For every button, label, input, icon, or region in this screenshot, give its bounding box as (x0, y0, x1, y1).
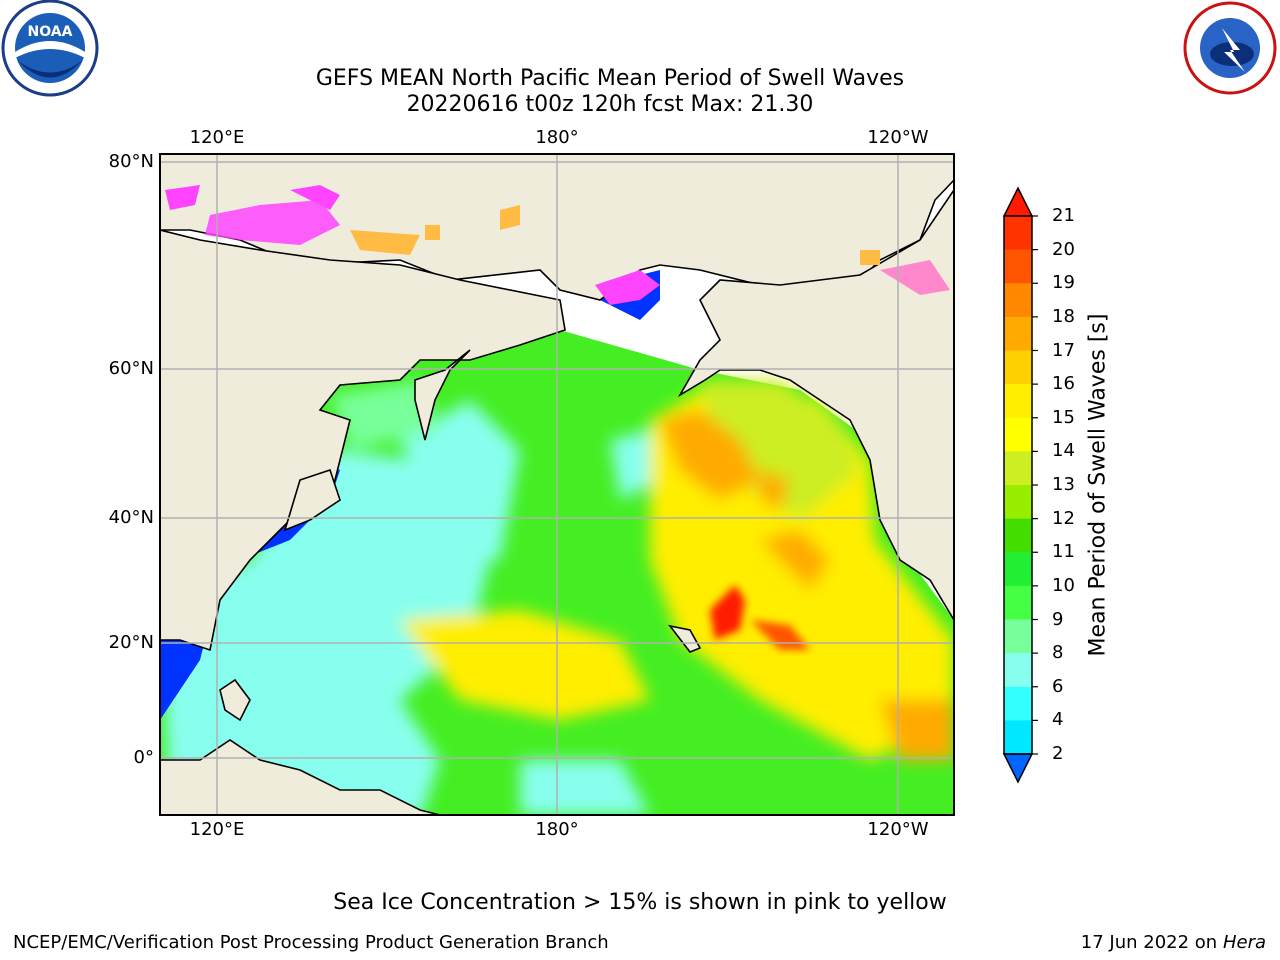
credit-text: NCEP/EMC/Verification Post Processing Pr… (13, 932, 609, 953)
lon-label-top-120e: 120°E (189, 127, 245, 148)
lat-label-80n: 80°N (108, 151, 154, 172)
philippines (219, 678, 251, 722)
noaa-logo: NOAA (1, 0, 99, 97)
colorbar-swatch (1004, 485, 1032, 520)
colorbar-tick-label: 6 (1052, 675, 1064, 697)
lat-label-60n: 60°N (108, 358, 154, 379)
lat-label-20n: 20°N (108, 632, 154, 653)
graticule (160, 154, 954, 815)
colorbar-tick-label: 12 (1052, 507, 1075, 529)
japan (283, 468, 341, 532)
map-area (160, 154, 954, 815)
nws-logo (1183, 1, 1277, 95)
colorbar-swatch (1004, 720, 1032, 755)
colorbar-tick-label: 16 (1052, 373, 1075, 395)
colorbar-swatch (1004, 686, 1032, 721)
colorbar-swatch (1004, 350, 1032, 385)
colorbar-swatch (1004, 619, 1032, 654)
colorbar-swatch (1004, 585, 1032, 620)
colorbar-label: Mean Period of Swell Waves [s] (1085, 313, 1111, 657)
colorbar-swatch (1004, 216, 1032, 251)
map-frame (159, 153, 955, 816)
lat-label-40n: 40°N (108, 507, 154, 528)
date-text: 17 Jun 2022 on (1080, 932, 1218, 953)
chart-title: GEFS MEAN North Pacific Mean Period of S… (315, 66, 905, 91)
colorbar-swatch (1004, 552, 1032, 587)
sea-ice (165, 185, 950, 305)
colorbar-swatch (1004, 316, 1032, 351)
date-stamp: 17 Jun 2022 on Hera (1081, 932, 1266, 953)
colorbar-tick-label: 14 (1052, 440, 1075, 462)
lat-label-0: 0° (133, 747, 154, 768)
colorbar-tick-label: 13 (1052, 474, 1075, 495)
colorbar-tick-label: 18 (1052, 305, 1075, 327)
colorbar-swatch (1004, 451, 1032, 486)
colorbar-under-triangle (1002, 753, 1034, 784)
colorbar-tick-label: 8 (1052, 642, 1064, 664)
colorbar-swatch (1004, 384, 1032, 419)
kamchatka (414, 349, 471, 441)
colorbar-tick-label: 4 (1052, 709, 1064, 731)
chart-subtitle: 20220616 t00z 120h fcst Max: 21.30 (406, 92, 814, 117)
colorbar-tick-label: 17 (1052, 339, 1075, 361)
colorbar-tick-label: 9 (1052, 608, 1064, 630)
sea-ice-note: Sea Ice Concentration > 15% is shown in … (333, 890, 947, 915)
colorbar (1002, 186, 1038, 784)
colorbar-tick-label: 10 (1052, 574, 1075, 596)
date-host: Hera (1222, 932, 1266, 953)
colorbar-tick-label: 11 (1052, 541, 1075, 563)
swell-regions (160, 380, 954, 815)
lon-label-top-180: 180° (535, 127, 579, 148)
colorbar-tick-label: 21 (1052, 205, 1075, 226)
lon-label-bottom-120w: 120°W (867, 819, 929, 840)
colorbar-swatch (1004, 283, 1032, 318)
colorbar-swatch (1004, 417, 1032, 452)
siberia-east (160, 229, 566, 652)
noaa-logo-text: NOAA (28, 24, 73, 40)
colorbar-tick-label: 15 (1052, 406, 1075, 428)
lon-label-bottom-120e: 120°E (189, 819, 245, 840)
colorbar-swatch (1004, 249, 1032, 284)
colorbar-tick-label: 19 (1052, 272, 1075, 294)
colorbar-tick-label: 2 (1052, 743, 1064, 764)
lon-label-top-120w: 120°W (867, 127, 929, 148)
colorbar-tick-label: 20 (1052, 238, 1075, 260)
colorbar-swatch (1004, 653, 1032, 688)
colorbar-swatch (1004, 518, 1032, 553)
colorbar-over-triangle (1002, 186, 1034, 217)
lon-label-bottom-180: 180° (535, 819, 579, 840)
